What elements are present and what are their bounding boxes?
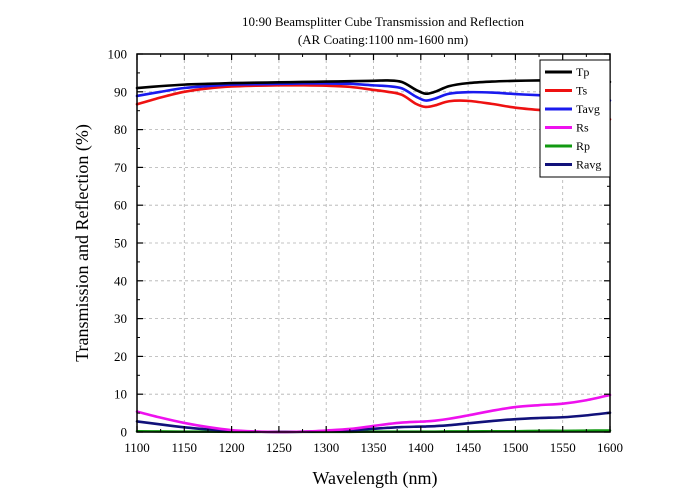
- y-tick-label: 60: [114, 198, 127, 213]
- legend-label-rp: Rp: [576, 139, 590, 153]
- y-tick-label: 10: [114, 387, 127, 402]
- x-tick-label: 1550: [550, 440, 576, 455]
- x-tick-label: 1400: [408, 440, 434, 455]
- y-tick-label: 70: [114, 160, 127, 175]
- y-tick-label: 80: [114, 122, 127, 137]
- y-tick-label: 30: [114, 311, 127, 326]
- legend-label-tp: Tp: [576, 65, 589, 79]
- x-tick-label: 1250: [266, 440, 292, 455]
- legend: Tp Ts Tavg Rs Rp Ravg: [539, 59, 611, 178]
- chart-subtitle: (AR Coating:1100 nm-1600 nm): [298, 32, 468, 47]
- x-tick-label: 1150: [172, 440, 198, 455]
- axis-ticks: 1100 1150 1200 1250 1300 1350 1400 1450 1500 1550…: [108, 47, 624, 456]
- x-tick-label: 1200: [219, 440, 245, 455]
- legend-box: [539, 59, 611, 178]
- y-tick-label: 40: [114, 273, 127, 288]
- series-line-tp: [135, 79, 612, 96]
- y-tick-label: 20: [114, 349, 127, 364]
- x-axis-label: Wavelength (nm): [312, 468, 437, 489]
- y-tick-label: 90: [114, 84, 127, 99]
- legend-label-ts: Ts: [576, 84, 587, 98]
- y-tick-label: 50: [114, 236, 127, 251]
- x-tick-label: 1450: [455, 440, 481, 455]
- x-tick-label: 1500: [502, 440, 528, 455]
- series-line-rs: [135, 393, 612, 434]
- series-line-tavg: [135, 82, 612, 102]
- legend-label-ravg: Ravg: [576, 158, 601, 172]
- legend-label-tavg: Tavg: [576, 102, 600, 116]
- y-tick-label: 0: [121, 425, 128, 440]
- grid: [137, 54, 610, 432]
- series-line-ts: [135, 84, 612, 121]
- chart-title: 10:90 Beamsplitter Cube Transmission and…: [242, 14, 525, 29]
- x-tick-label: 1300: [313, 440, 339, 455]
- legend-label-rs: Rs: [576, 121, 589, 135]
- plot-series: [135, 79, 612, 434]
- y-axis-label: Transmission and Reflection (%): [72, 124, 93, 362]
- x-tick-label: 1600: [597, 440, 623, 455]
- x-tick-label: 1100: [124, 440, 150, 455]
- x-tick-label: 1350: [361, 440, 387, 455]
- y-tick-label: 100: [108, 47, 128, 62]
